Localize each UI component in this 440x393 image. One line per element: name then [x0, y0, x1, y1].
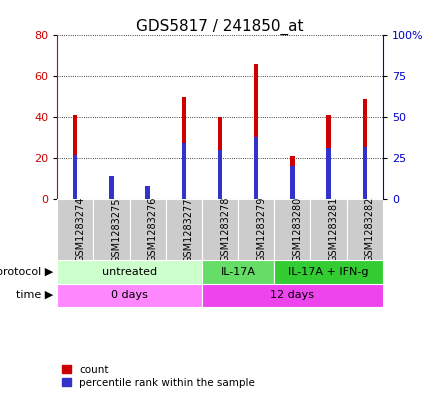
- Text: GSM1283278: GSM1283278: [220, 197, 230, 263]
- Bar: [109, 176, 114, 199]
- Bar: [347, 199, 383, 261]
- Bar: [290, 156, 294, 199]
- Bar: [182, 97, 186, 199]
- Text: GSM1283275: GSM1283275: [111, 197, 121, 263]
- Bar: [326, 115, 331, 199]
- Text: GSM1283279: GSM1283279: [256, 197, 266, 263]
- Bar: [202, 199, 238, 261]
- Text: GSM1283281: GSM1283281: [329, 197, 338, 263]
- Bar: [73, 115, 77, 199]
- Text: time ▶: time ▶: [15, 290, 53, 300]
- Title: GDS5817 / 241850_at: GDS5817 / 241850_at: [136, 19, 304, 35]
- Bar: [254, 137, 258, 199]
- Text: GSM1283276: GSM1283276: [148, 197, 158, 263]
- Bar: [218, 117, 222, 199]
- Bar: [57, 283, 202, 307]
- Bar: [109, 179, 114, 199]
- Text: GSM1283280: GSM1283280: [292, 197, 302, 263]
- Bar: [57, 199, 93, 261]
- Bar: [218, 150, 222, 199]
- Bar: [202, 283, 383, 307]
- Text: protocol ▶: protocol ▶: [0, 267, 53, 277]
- Bar: [311, 199, 347, 261]
- Bar: [146, 191, 150, 199]
- Bar: [290, 166, 294, 199]
- Bar: [57, 261, 202, 283]
- Legend: count, percentile rank within the sample: count, percentile rank within the sample: [62, 365, 255, 388]
- Bar: [166, 199, 202, 261]
- Bar: [129, 199, 166, 261]
- Bar: [182, 143, 186, 199]
- Bar: [93, 199, 129, 261]
- Text: GSM1283277: GSM1283277: [184, 197, 194, 263]
- Bar: [363, 147, 367, 199]
- Text: IL-17A + IFN-g: IL-17A + IFN-g: [288, 267, 369, 277]
- Bar: [363, 99, 367, 199]
- Bar: [73, 155, 77, 199]
- Text: untreated: untreated: [102, 267, 157, 277]
- Bar: [146, 186, 150, 199]
- Bar: [254, 64, 258, 199]
- Bar: [274, 261, 383, 283]
- Text: 0 days: 0 days: [111, 290, 148, 300]
- Text: GSM1283282: GSM1283282: [365, 197, 375, 263]
- Text: 12 days: 12 days: [270, 290, 314, 300]
- Bar: [274, 199, 311, 261]
- Bar: [202, 261, 274, 283]
- Text: GSM1283274: GSM1283274: [75, 197, 85, 263]
- Bar: [326, 148, 331, 199]
- Bar: [238, 199, 274, 261]
- Text: IL-17A: IL-17A: [220, 267, 256, 277]
